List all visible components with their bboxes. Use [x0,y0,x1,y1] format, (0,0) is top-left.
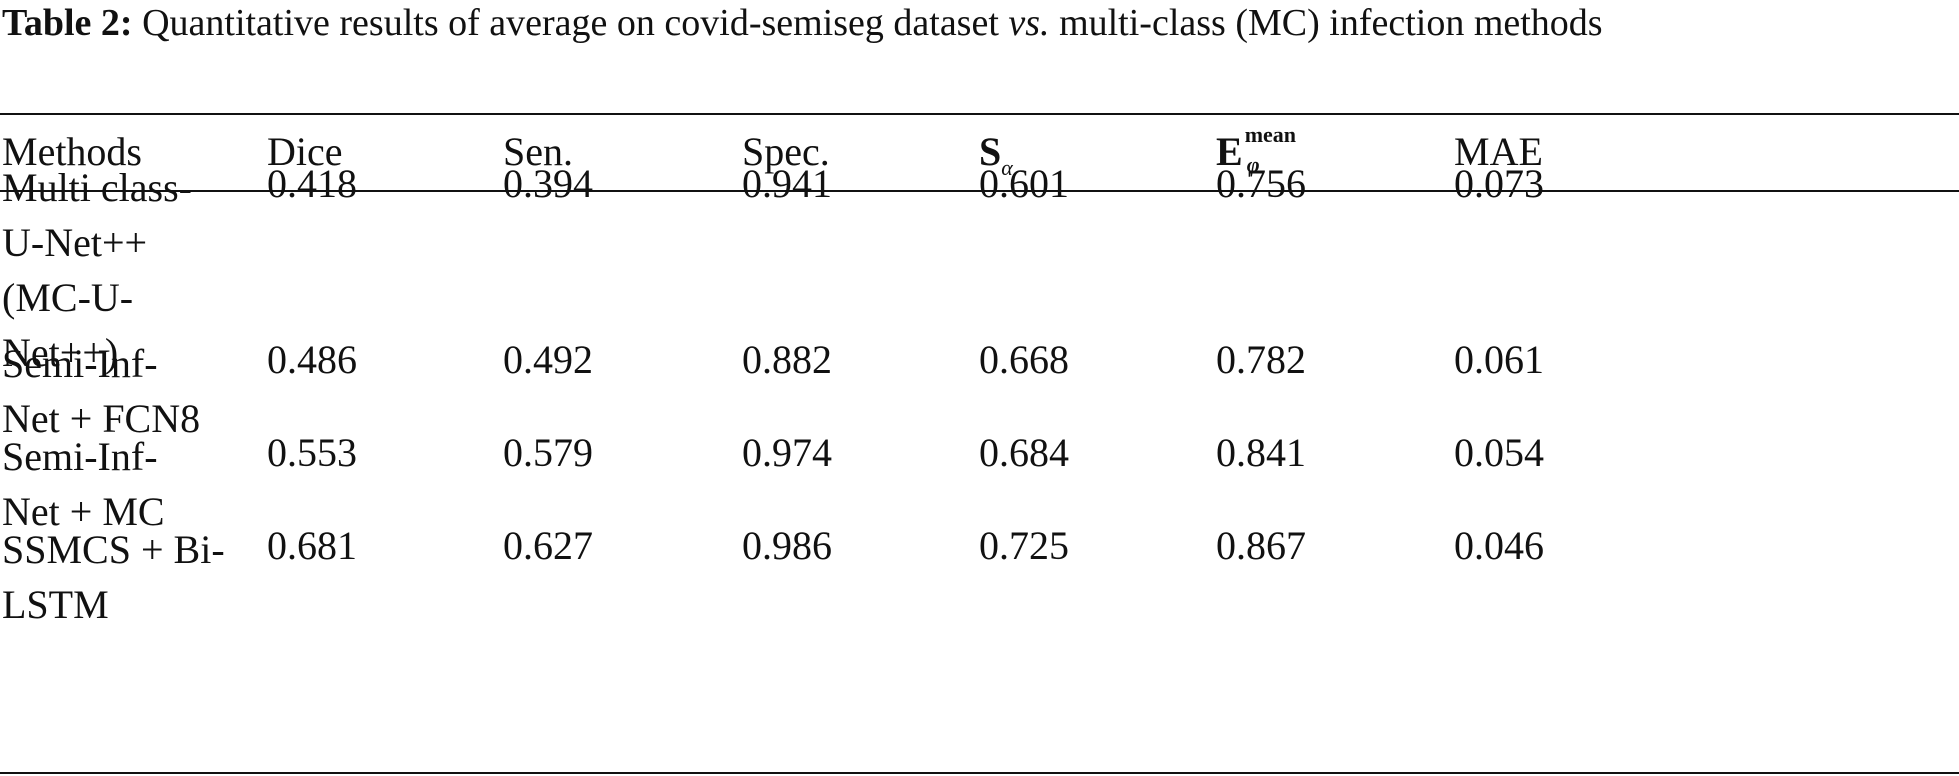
row-1-spec: 0.941 [742,161,832,206]
row-2-method: Semi-Inf- Net + FCN8 [2,336,302,446]
row-4-method-line: SSMCS + Bi- [2,527,225,572]
row-1-method-line: U-Net++ [2,220,148,265]
row-2-sen: 0.492 [503,337,593,382]
row-2-e-phi: 0.782 [1216,337,1306,382]
row-3-sen: 0.579 [503,430,593,475]
row-4-method: SSMCS + Bi- LSTM [2,522,302,632]
row-3-e-phi: 0.841 [1216,430,1306,475]
caption-vs: vs. [1008,2,1050,44]
row-3-dice: 0.553 [267,430,357,475]
table-header-rule [0,190,1959,192]
row-3-s-alpha: 0.684 [979,430,1069,475]
header-s-alpha: Sα [979,128,1013,192]
row-2-dice: 0.486 [267,337,357,382]
header-dice: Dice [267,129,343,174]
row-1-mae: 0.073 [1454,161,1544,206]
header-spec: Spec. [742,129,830,174]
row-1-method-line: Multi class- [2,165,192,210]
row-2-method-line: Net + FCN8 [2,396,201,441]
row-2-method-line: Semi-Inf- [2,341,158,386]
row-2-s-alpha: 0.668 [979,337,1069,382]
row-4-mae: 0.046 [1454,523,1544,568]
row-4-sen: 0.627 [503,523,593,568]
row-4-dice: 0.681 [267,523,357,568]
row-3-method-line: Semi-Inf- [2,434,158,479]
row-2-mae: 0.061 [1454,337,1544,382]
table-label: Table 2: [2,2,133,44]
caption-text-after: multi-class (MC) infection methods [1049,2,1603,44]
row-1-dice: 0.418 [267,161,357,206]
row-1-e-phi: 0.756 [1216,161,1306,206]
row-2-spec: 0.882 [742,337,832,382]
header-e-main: E [1216,129,1243,174]
header-mae: MAE [1454,129,1543,174]
row-3-method-line: Net + MC [2,489,165,534]
header-e-scripts: mean φ [1243,124,1303,176]
row-1-sen: 0.394 [503,161,593,206]
table-top-rule [0,113,1959,115]
table-caption: Table 2: Quantitative results of average… [2,0,1952,50]
table-bottom-rule [0,772,1959,774]
row-3-method: Semi-Inf- Net + MC [2,429,302,539]
header-s-main: S [979,129,1002,174]
row-3-spec: 0.974 [742,430,832,475]
row-1-method-line: (MC-U- [2,275,134,320]
row-3-mae: 0.054 [1454,430,1544,475]
row-4-e-phi: 0.867 [1216,523,1306,568]
caption-text-before: Quantitative results of average on covid… [132,2,1009,44]
row-1-method: Multi class- U-Net++ (MC-U- Net++) [2,160,302,380]
row-4-s-alpha: 0.725 [979,523,1069,568]
row-4-spec: 0.986 [742,523,832,568]
header-methods: Methods [2,129,142,174]
header-s-sub: α [1001,155,1013,180]
row-1-s-alpha: 0.601 [979,161,1069,206]
row-1-method-line: Net++) [2,330,119,375]
header-e-sup: mean [1244,122,1297,147]
header-sen: Sen. [503,129,573,174]
header-e-sub: φ [1246,152,1260,177]
row-4-method-line: LSTM [2,582,109,627]
